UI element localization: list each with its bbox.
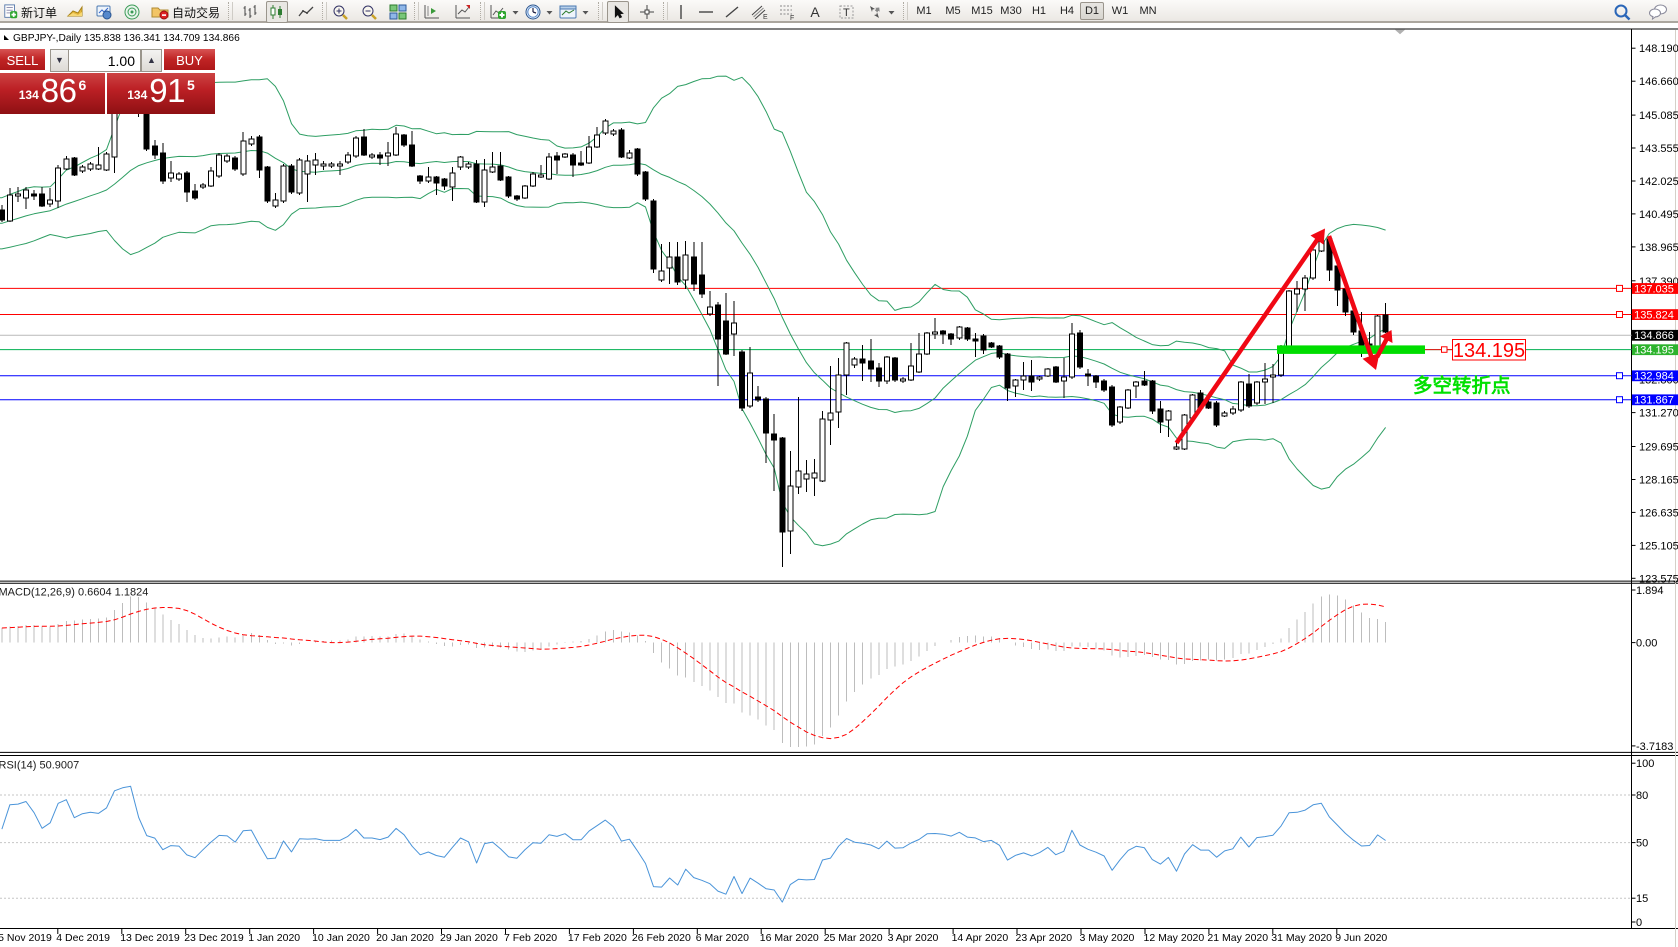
svg-text:125.105: 125.105 <box>1639 540 1678 552</box>
svg-text:0: 0 <box>1636 917 1642 929</box>
svg-text:9 Jun 2020: 9 Jun 2020 <box>1335 932 1387 944</box>
svg-text:29 Jan 2020: 29 Jan 2020 <box>440 932 498 944</box>
svg-text:1.894: 1.894 <box>1636 585 1664 597</box>
svg-text:135.824: 135.824 <box>1634 310 1674 322</box>
svg-text:100: 100 <box>1636 758 1654 770</box>
svg-text:12 May 2020: 12 May 2020 <box>1144 932 1205 944</box>
svg-text:3 Apr 2020: 3 Apr 2020 <box>888 932 939 944</box>
svg-text:23 Apr 2020: 23 Apr 2020 <box>1016 932 1073 944</box>
svg-text:23 Dec 2019: 23 Dec 2019 <box>184 932 244 944</box>
svg-text:132.984: 132.984 <box>1634 371 1674 383</box>
svg-text:80: 80 <box>1636 790 1648 802</box>
svg-text:1 Jan 2020: 1 Jan 2020 <box>248 932 300 944</box>
svg-text:31 May 2020: 31 May 2020 <box>1271 932 1332 944</box>
svg-text:16 Mar 2020: 16 Mar 2020 <box>760 932 819 944</box>
svg-text:137.035: 137.035 <box>1634 283 1674 295</box>
svg-text:20 Jan 2020: 20 Jan 2020 <box>376 932 434 944</box>
svg-text:25 Mar 2020: 25 Mar 2020 <box>824 932 883 944</box>
svg-text:25 Nov 2019: 25 Nov 2019 <box>0 932 52 944</box>
svg-text:50: 50 <box>1636 838 1648 850</box>
svg-text:131.867: 131.867 <box>1634 395 1674 407</box>
svg-text:138.965: 138.965 <box>1639 242 1678 254</box>
svg-text:MACD(12,26,9) 0.6604 1.1824: MACD(12,26,9) 0.6604 1.1824 <box>0 587 148 599</box>
svg-text:GBPJPY-,Daily 135.838 136.341: GBPJPY-,Daily 135.838 136.341 134.709 13… <box>13 33 240 44</box>
svg-text:126.635: 126.635 <box>1639 507 1678 519</box>
svg-text:14 Apr 2020: 14 Apr 2020 <box>952 932 1009 944</box>
svg-text:131.270: 131.270 <box>1639 408 1678 420</box>
svg-text:10 Jan 2020: 10 Jan 2020 <box>312 932 370 944</box>
svg-text:140.495: 140.495 <box>1639 209 1678 221</box>
svg-text:134.866: 134.866 <box>1634 330 1674 342</box>
svg-text:143.555: 143.555 <box>1639 143 1678 155</box>
svg-text:3 May 2020: 3 May 2020 <box>1080 932 1135 944</box>
svg-text:7 Feb 2020: 7 Feb 2020 <box>504 932 557 944</box>
svg-text:26 Feb 2020: 26 Feb 2020 <box>632 932 691 944</box>
svg-text:13 Dec 2019: 13 Dec 2019 <box>120 932 180 944</box>
svg-text:129.695: 129.695 <box>1639 442 1678 454</box>
svg-text:RSI(14) 50.9007: RSI(14) 50.9007 <box>0 759 79 771</box>
svg-text:128.165: 128.165 <box>1639 475 1678 487</box>
svg-text:F: F <box>790 15 794 21</box>
svg-text:T: T <box>843 7 850 19</box>
svg-text:146.660: 146.660 <box>1639 76 1678 88</box>
svg-text:-3.7183: -3.7183 <box>1636 741 1673 753</box>
svg-text:148.190: 148.190 <box>1639 43 1678 55</box>
svg-text:E: E <box>763 14 768 21</box>
svg-text:多空转折点: 多空转折点 <box>1413 374 1511 397</box>
svg-text:134.195: 134.195 <box>1453 340 1525 362</box>
svg-text:123.575: 123.575 <box>1639 573 1678 585</box>
svg-text:21 May 2020: 21 May 2020 <box>1207 932 1268 944</box>
svg-text:134.195: 134.195 <box>1634 345 1674 357</box>
svg-text:17 Feb 2020: 17 Feb 2020 <box>568 932 627 944</box>
svg-text:6 Mar 2020: 6 Mar 2020 <box>696 932 749 944</box>
svg-text:0.00: 0.00 <box>1636 638 1657 650</box>
svg-text:145.085: 145.085 <box>1639 110 1678 122</box>
svg-text:4 Dec 2019: 4 Dec 2019 <box>56 932 110 944</box>
svg-text:142.025: 142.025 <box>1639 176 1678 188</box>
svg-text:15: 15 <box>1636 893 1648 905</box>
